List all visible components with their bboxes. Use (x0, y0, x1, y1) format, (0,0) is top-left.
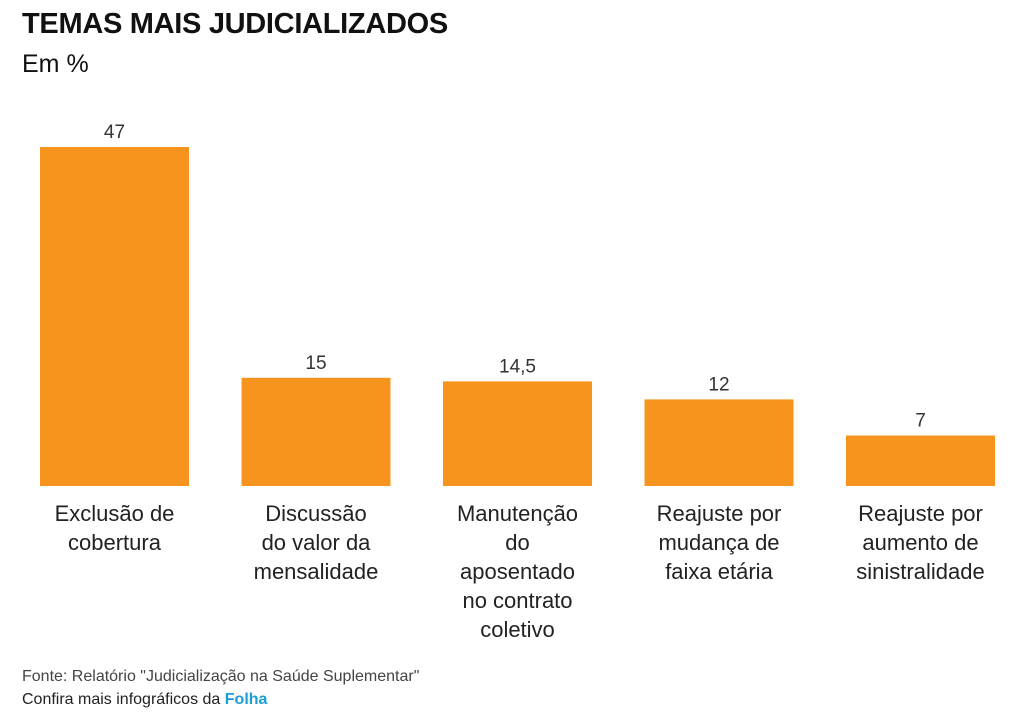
folha-link[interactable]: Folha (224, 691, 268, 708)
category-label-4: Reajuste por mudança de faixa etária (657, 501, 782, 584)
value-label-3: 14,5 (499, 356, 536, 377)
bar-1 (40, 147, 189, 486)
category-label-line: mensalidade (254, 559, 379, 584)
bar-chart: 47 Exclusão de cobertura 15 Discussão do valo… (40, 122, 995, 642)
bar-3 (443, 381, 592, 486)
category-label-line: Reajuste por (858, 501, 983, 526)
category-label-line: Exclusão de (55, 501, 175, 526)
category-label-line: mudança de (658, 530, 779, 555)
category-label-line: coletivo (480, 617, 555, 642)
category-label-line: do valor da (262, 530, 372, 555)
category-label-line: do (505, 530, 529, 555)
category-label-5: Reajuste por aumento de sinistralidade (856, 501, 984, 584)
category-label-line: aposentado (460, 559, 575, 584)
chart-title: TEMAS MAIS JUDICIALIZADOS (22, 8, 448, 40)
value-label-2: 15 (305, 353, 326, 374)
bar-5 (846, 435, 995, 486)
more-infographics-note: Confira mais infográficos da Folha (22, 691, 267, 709)
category-label-line: faixa etária (665, 559, 773, 584)
category-label-line: Reajuste por (657, 501, 782, 526)
category-label-line: sinistralidade (856, 559, 984, 584)
chart-subtitle: Em % (22, 50, 89, 78)
category-label-line: Discussão (265, 501, 366, 526)
value-label-4: 12 (708, 374, 729, 395)
bar-4 (644, 399, 794, 486)
category-label-2: Discussão do valor da mensalidade (254, 501, 379, 584)
category-label-3: Manutenção do aposentado no contrato coletiv… (457, 501, 578, 642)
value-label-1: 47 (104, 122, 125, 143)
category-label-line: aumento de (862, 530, 978, 555)
source-note: Fonte: Relatório "Judicialização na Saúd… (22, 668, 420, 685)
category-label-1: Exclusão de cobertura (55, 501, 175, 555)
bar-2 (241, 377, 391, 486)
category-label-line: cobertura (68, 530, 162, 555)
category-label-line: no contrato (462, 588, 572, 613)
value-label-5: 7 (915, 411, 926, 432)
more-infographics-text: Confira mais infográficos da (22, 691, 221, 708)
category-label-line: Manutenção (457, 501, 578, 526)
